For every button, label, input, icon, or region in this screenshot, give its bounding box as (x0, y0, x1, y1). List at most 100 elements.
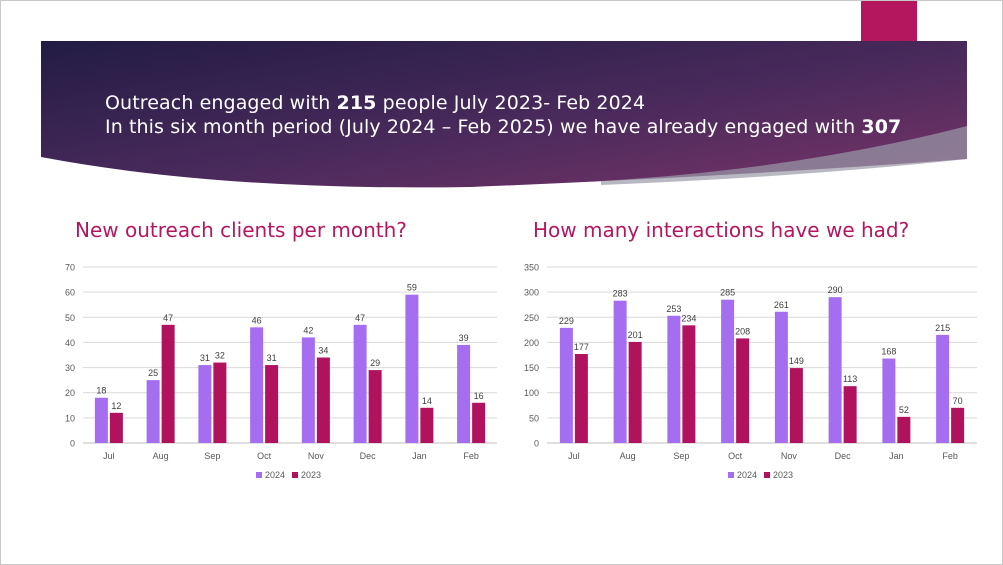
y-tick-label: 250 (524, 313, 539, 323)
legend-swatch-2024 (256, 472, 262, 478)
chart-new-clients: 0 10 20 30 40 50 60 70 18 12 Jul 25 47 Aug 31 32 Sep 46 31… (65, 263, 497, 480)
bar-2023-jan (897, 416, 911, 443)
bar-2023-jan (420, 407, 434, 443)
y-tick-label: 0 (70, 439, 75, 449)
x-tick-label: Jan (412, 451, 427, 461)
headline: Outreach engaged with 215 people July 20… (105, 91, 965, 139)
bar-2023-feb (472, 402, 486, 443)
data-label: 18 (96, 386, 106, 396)
data-label: 168 (881, 347, 896, 357)
bar-2023-nov (316, 357, 330, 443)
headline-line-1-suffix: people July 2023- Feb 2024 (376, 92, 646, 114)
bar-2024-feb (936, 334, 950, 443)
legend-swatch-2023 (764, 472, 770, 478)
bar-2024-dec (828, 297, 842, 443)
bar-2024-sep (198, 365, 212, 443)
data-label: 290 (828, 285, 843, 295)
bar-2023-sep (213, 362, 227, 443)
data-label: 177 (574, 342, 589, 352)
legend-swatch-2024 (728, 472, 734, 478)
bar-2023-aug (161, 324, 175, 443)
data-label: 31 (267, 353, 277, 363)
bar-2024-jan (405, 294, 419, 443)
x-tick-label: Oct (728, 451, 743, 461)
bar-2024-aug (146, 380, 160, 443)
data-label: 234 (681, 313, 696, 323)
y-tick-label: 40 (65, 338, 75, 348)
data-label: 29 (370, 358, 380, 368)
x-tick-label: Oct (257, 451, 272, 461)
bar-2023-jul (109, 412, 123, 443)
data-label: 12 (111, 401, 121, 411)
bar-2024-dec (353, 324, 367, 443)
legend-label: 2023 (301, 470, 321, 480)
x-tick-label: Dec (835, 451, 852, 461)
x-tick-label: Feb (942, 451, 958, 461)
bar-2023-aug (628, 341, 642, 443)
bar-2023-nov (789, 368, 803, 443)
data-label: 261 (774, 300, 789, 310)
data-label: 47 (163, 313, 173, 323)
data-label: 149 (789, 356, 804, 366)
data-label: 47 (355, 313, 365, 323)
bar-2023-jul (574, 353, 588, 443)
y-tick-label: 50 (529, 413, 539, 423)
data-label: 34 (318, 346, 328, 356)
headline-line-1-number: 215 (336, 92, 377, 114)
y-tick-label: 30 (65, 363, 75, 373)
y-tick-label: 60 (65, 288, 75, 298)
y-tick-label: 20 (65, 388, 75, 398)
x-tick-label: Nov (781, 451, 798, 461)
bar-2024-jul (559, 327, 573, 443)
data-label: 253 (666, 304, 681, 314)
bar-2023-dec (368, 370, 382, 443)
bar-2024-aug (613, 300, 627, 443)
bar-2023-feb (951, 407, 965, 443)
data-label: 31 (200, 353, 210, 363)
data-label: 70 (953, 396, 963, 406)
chart-interactions: 0 50 100 150 200 250 300 350 229 177 Jul 283 201 Aug 2… (524, 263, 977, 480)
bar-2023-dec (843, 386, 857, 443)
headline-line-2-number: 307 (861, 116, 902, 138)
data-label: 59 (407, 283, 417, 293)
data-label: 42 (303, 325, 313, 335)
legend-swatch-2023 (292, 472, 298, 478)
y-tick-label: 70 (65, 263, 75, 273)
legend-label: 2024 (737, 470, 757, 480)
chart-2-title: How many interactions have we had? (533, 218, 910, 242)
data-label: 25 (148, 368, 158, 378)
data-label: 32 (215, 351, 225, 361)
bar-2024-oct (250, 327, 264, 443)
x-tick-label: Jul (103, 451, 115, 461)
bar-2024-nov (301, 337, 315, 443)
data-label: 16 (474, 391, 484, 401)
bar-2023-oct (736, 338, 750, 443)
banner-shape (41, 41, 967, 188)
chart-1-title: New outreach clients per month? (75, 218, 407, 242)
y-tick-label: 10 (65, 413, 75, 423)
y-tick-label: 350 (524, 263, 539, 273)
x-tick-label: Jan (889, 451, 904, 461)
bar-2023-oct (265, 365, 279, 443)
x-tick-label: Feb (463, 451, 479, 461)
bar-2024-jul (94, 397, 108, 443)
y-tick-label: 150 (524, 363, 539, 373)
y-tick-label: 100 (524, 388, 539, 398)
bar-2024-oct (721, 299, 735, 443)
y-tick-label: 300 (524, 288, 539, 298)
data-label: 201 (628, 330, 643, 340)
bar-2023-sep (682, 325, 696, 443)
y-tick-label: 0 (534, 439, 539, 449)
x-tick-label: Sep (204, 451, 220, 461)
bar-2024-nov (774, 311, 788, 443)
headline-line-1-prefix: Outreach engaged with (105, 92, 337, 114)
x-tick-label: Nov (308, 451, 325, 461)
data-label: 229 (559, 316, 574, 326)
headline-line-1: Outreach engaged with 215 people July 20… (105, 91, 965, 115)
data-label: 215 (935, 323, 950, 333)
x-tick-label: Aug (620, 451, 636, 461)
x-tick-label: Sep (673, 451, 689, 461)
data-label: 52 (899, 405, 909, 415)
y-tick-label: 200 (524, 338, 539, 348)
